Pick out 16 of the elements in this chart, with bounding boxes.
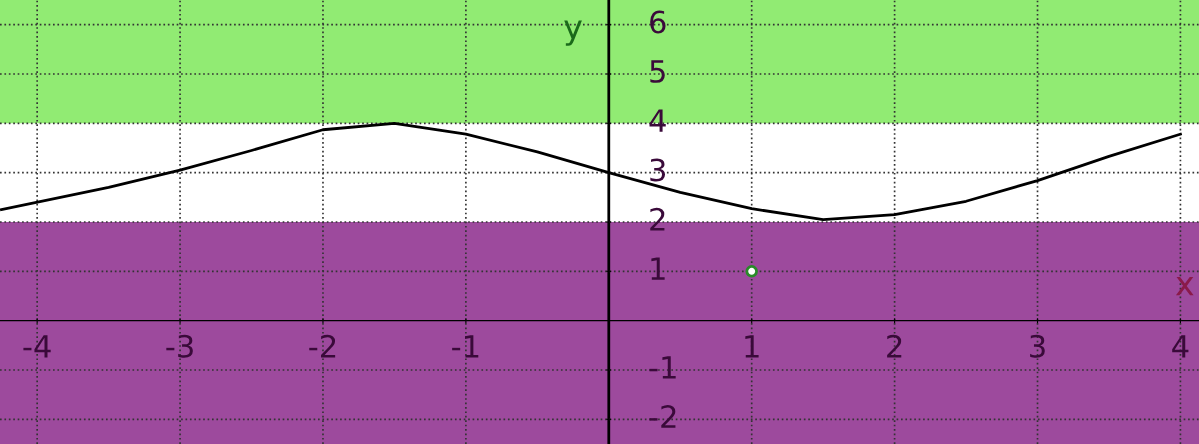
x-tick-label: 3 xyxy=(1030,334,1045,358)
x-tick-label: -2 xyxy=(309,334,336,358)
x-tick-label: -1 xyxy=(452,335,479,358)
x-axis-title: x xyxy=(1175,277,1194,296)
x-tick-label: 2 xyxy=(887,334,902,358)
y-tick-label: 1 xyxy=(651,257,665,280)
y-tick-label: 5 xyxy=(650,60,665,83)
y-tick-label: -1 xyxy=(649,356,676,379)
x-tick-label: -3 xyxy=(166,334,193,358)
y-tick-label: -2 xyxy=(649,405,676,428)
y-tick-label: 3 xyxy=(650,158,666,182)
y-tick-label: 6 xyxy=(650,10,666,34)
x-tick-label: 4 xyxy=(1172,335,1189,358)
y-axis-title: y xyxy=(564,20,582,46)
x-tick-label: -4 xyxy=(23,335,51,358)
x-tick-label: 1 xyxy=(745,335,759,358)
